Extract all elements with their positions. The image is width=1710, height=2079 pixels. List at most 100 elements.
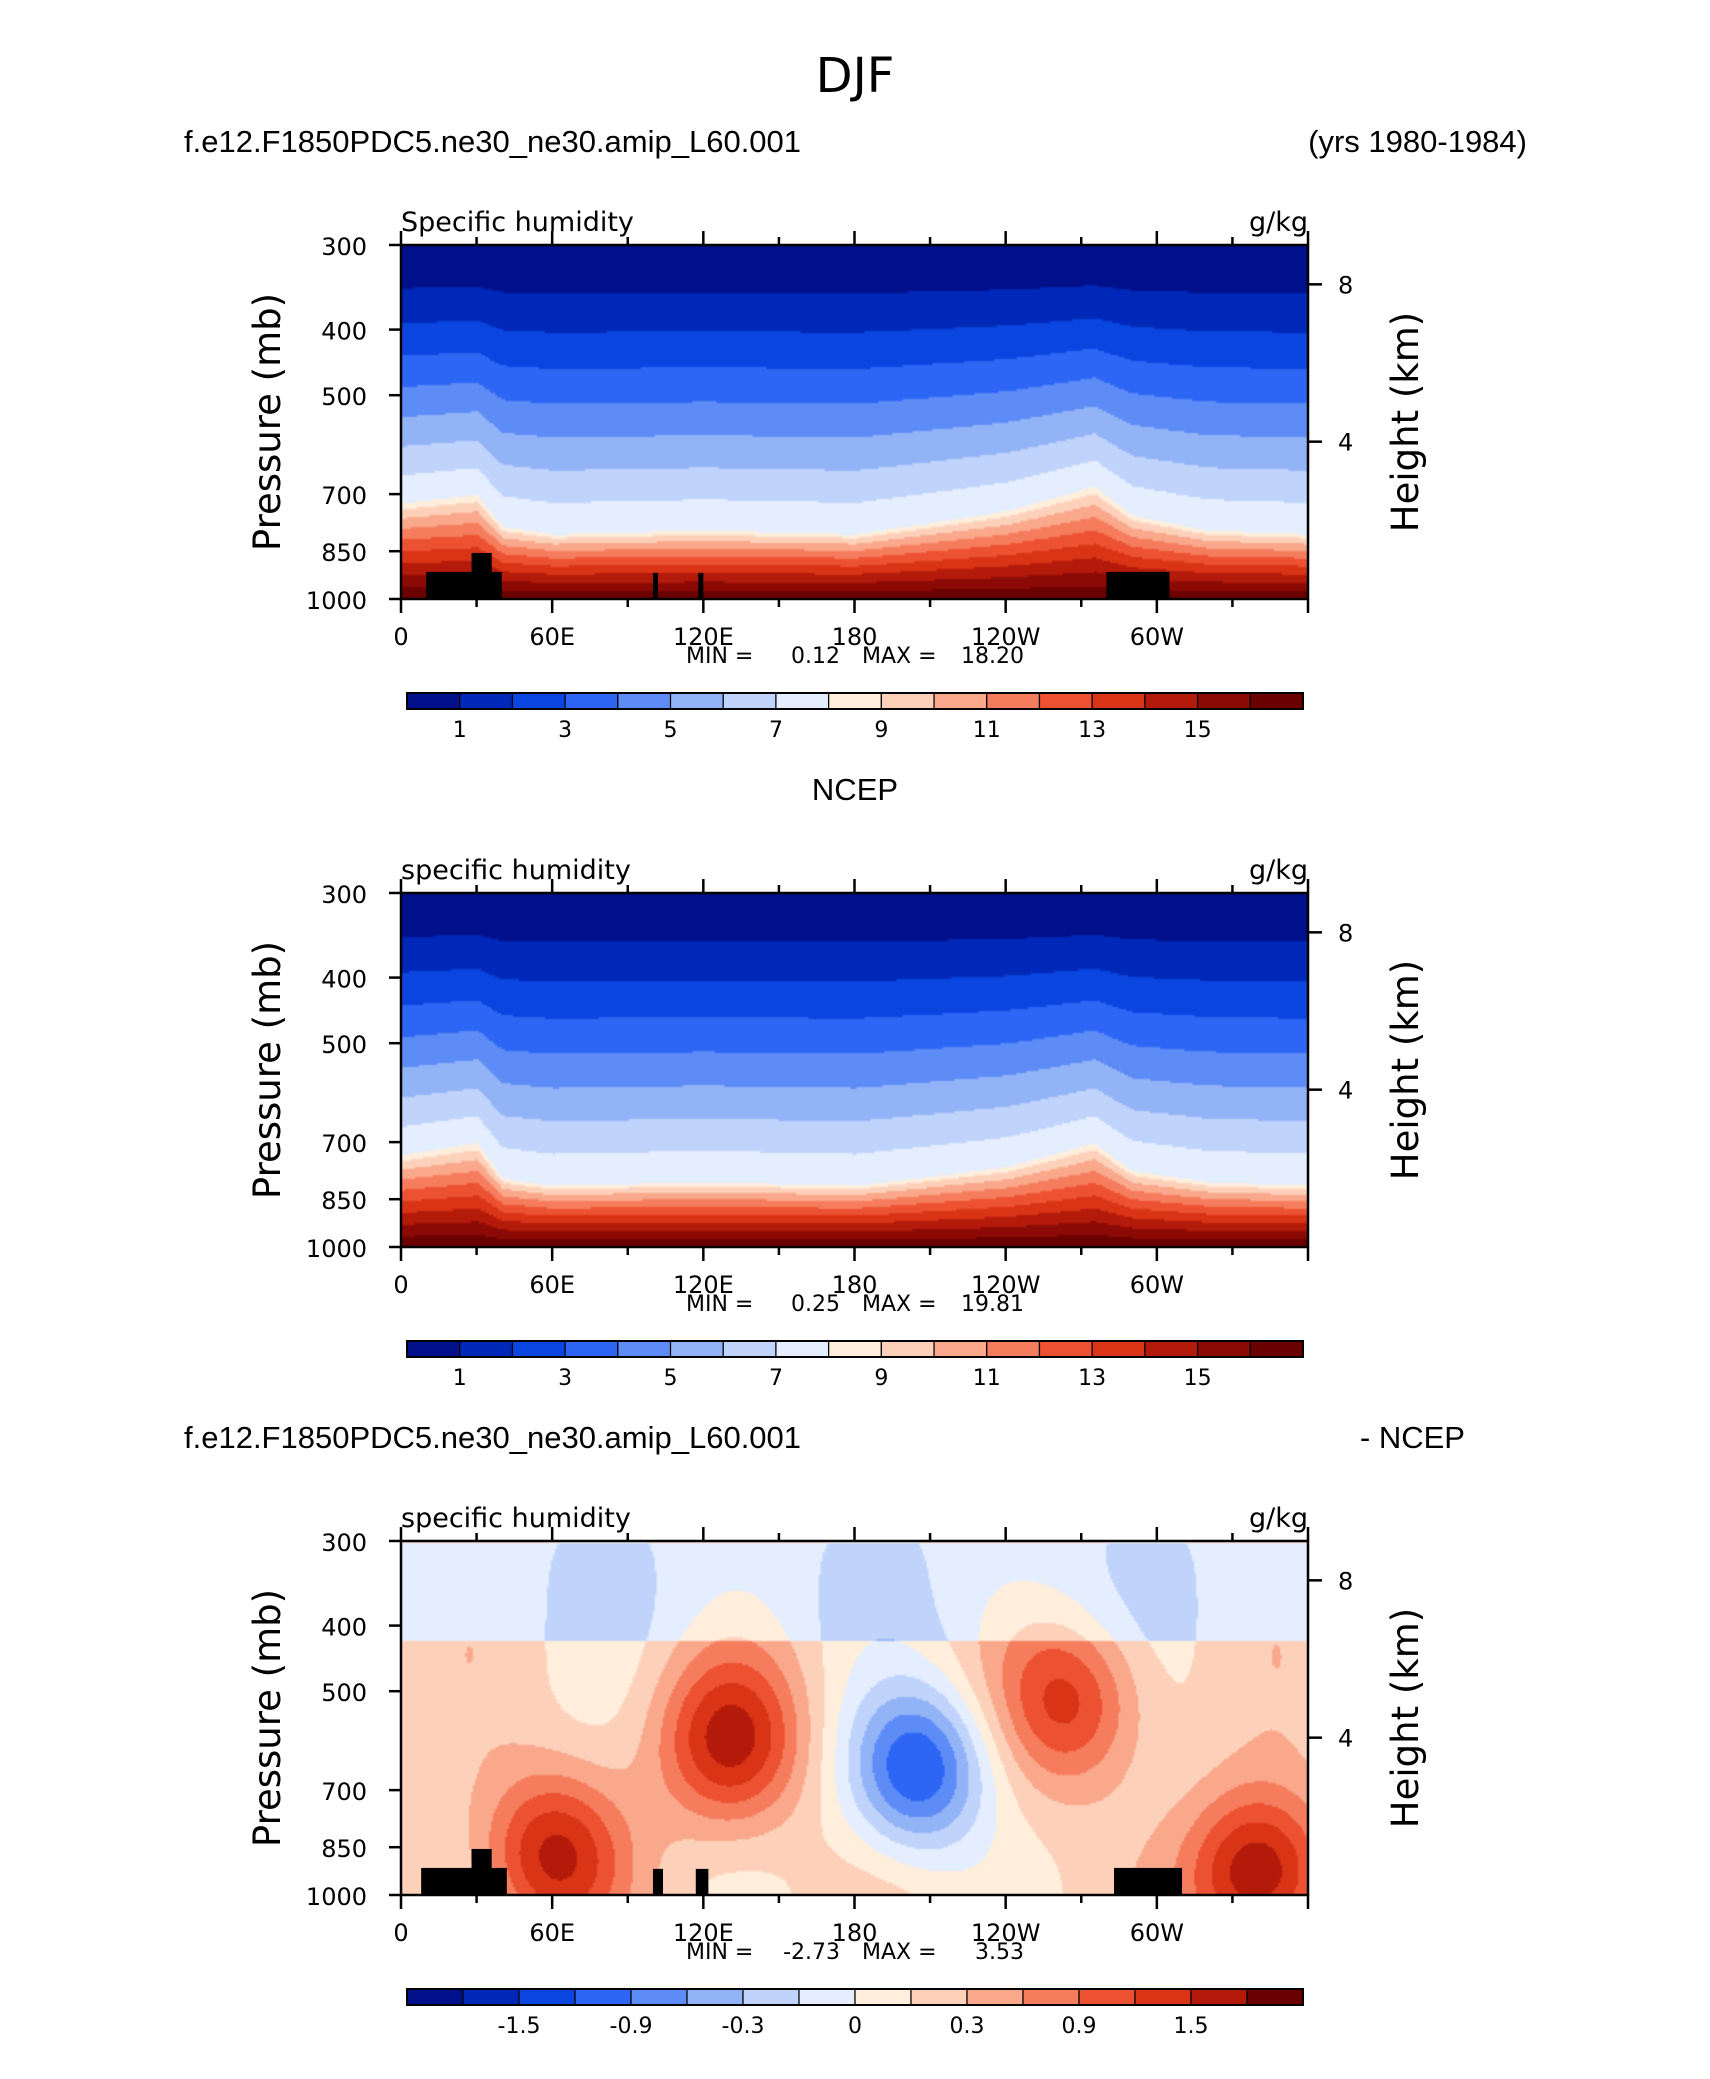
colorbar-box <box>910 1988 968 2006</box>
colorbar-box <box>1196 692 1251 710</box>
colorbar-box <box>986 692 1041 710</box>
terrain-mask <box>652 572 658 599</box>
y-tick-label: 400 <box>321 318 367 346</box>
colorbar-box <box>722 692 777 710</box>
panel-3: f.e12.F1850PDC5.ne30_ne30.amip_L60.001 - … <box>184 1420 1465 2039</box>
terrain-mask <box>652 1868 664 1895</box>
y-tick-label: 400 <box>321 966 367 994</box>
colorbar-box <box>1038 692 1093 710</box>
x-tick-label: 0 <box>393 1919 408 1947</box>
colorbar-label: 1 <box>453 718 467 743</box>
x-tick-label: 180 <box>832 1271 878 1299</box>
colorbar-box <box>511 1340 566 1358</box>
terrain-mask <box>471 1848 492 1895</box>
y-tick-label: 300 <box>321 233 367 261</box>
colorbar-frame <box>406 692 1304 710</box>
colorbar-box <box>1022 1988 1080 2006</box>
y2-axis-label: Height (km) <box>1384 960 1427 1180</box>
colorbar-box <box>986 1340 1041 1358</box>
panel-header-right: (yrs 1980-1984) <box>1308 124 1527 159</box>
colorbar-box <box>617 692 672 710</box>
min-value: 0.25 <box>791 1292 840 1317</box>
colorbar-label: 13 <box>1078 1366 1106 1391</box>
terrain-mask <box>698 572 704 599</box>
y-tick-label: 500 <box>321 383 367 411</box>
min-value: 0.12 <box>791 644 840 669</box>
y-tick-label: 1000 <box>306 1235 367 1263</box>
colorbar-label: 9 <box>874 1366 888 1391</box>
colorbar-box <box>1246 1988 1304 2006</box>
y-tick-label: 300 <box>321 881 367 909</box>
y-tick-label: 300 <box>321 1529 367 1557</box>
panel-right-string: g/kg <box>1249 207 1308 238</box>
max-value: 19.81 <box>961 1292 1024 1317</box>
max-value: 3.53 <box>975 1940 1024 1965</box>
page-title: DJF <box>816 48 895 104</box>
terrain-mask <box>695 1868 709 1895</box>
y2-tick-label: 4 <box>1338 429 1353 457</box>
y-tick-label: 850 <box>321 1835 367 1863</box>
panel-left-string: specific humidity <box>401 855 631 886</box>
colorbar-box <box>406 1988 464 2006</box>
colorbar-box <box>722 1340 777 1358</box>
colorbar-box <box>459 692 514 710</box>
terrain-mask <box>421 1867 507 1895</box>
colorbar-label: 7 <box>769 1366 783 1391</box>
y-tick-label: 700 <box>321 1130 367 1158</box>
colorbar-box <box>617 1340 672 1358</box>
x-tick-label: 180 <box>832 1919 878 1947</box>
colorbar-box <box>828 1340 882 1358</box>
y2-tick-label: 4 <box>1338 1725 1353 1753</box>
colorbar-label: 1 <box>453 1366 467 1391</box>
panel-left-string: Specific humidity <box>401 207 634 238</box>
colorbar-box <box>574 1988 632 2006</box>
max-value: 18.20 <box>961 644 1024 669</box>
colorbar-box <box>1078 1988 1136 2006</box>
y2-tick-label: 8 <box>1338 1567 1353 1595</box>
min-value: -2.73 <box>783 1940 840 1965</box>
y-tick-label: 700 <box>321 1778 367 1806</box>
x-tick-label: 0 <box>393 623 408 651</box>
colorbar-box <box>880 1340 935 1358</box>
x-tick-label: 0 <box>393 1271 408 1299</box>
colorbar-frame <box>406 1988 1304 2006</box>
colorbar-label: 5 <box>664 1366 678 1391</box>
y2-tick-label: 8 <box>1338 919 1353 947</box>
max-label: MAX = <box>862 644 937 669</box>
x-tick-label: 60W <box>1130 623 1184 651</box>
colorbar-box <box>933 692 988 710</box>
min-label: MIN = <box>686 644 753 669</box>
contour-field <box>401 1541 1308 1895</box>
colorbar-label: -0.9 <box>610 2014 653 2039</box>
colorbar-label: 11 <box>973 1366 1001 1391</box>
colorbar-label: 1.5 <box>1174 2014 1209 2039</box>
colorbar-label: 0 <box>848 2014 862 2039</box>
colorbar-box <box>742 1988 800 2006</box>
y-tick-label: 850 <box>321 1187 367 1215</box>
colorbar-label: 0.3 <box>950 2014 985 2039</box>
colorbar-label: 5 <box>664 718 678 743</box>
colorbar-label: 15 <box>1184 718 1212 743</box>
y2-tick-label: 4 <box>1338 1077 1353 1105</box>
panel-header-left: f.e12.F1850PDC5.ne30_ne30.amip_L60.001 <box>184 1420 801 1455</box>
colorbar-box <box>854 1988 912 2006</box>
colorbar-label: 15 <box>1184 1366 1212 1391</box>
colorbar-label: 7 <box>769 718 783 743</box>
x-tick-label: 60E <box>529 1271 575 1299</box>
colorbar-box <box>1091 1340 1146 1358</box>
colorbar-box <box>686 1988 744 2006</box>
max-label: MAX = <box>862 1940 937 1965</box>
contour-field <box>401 245 1308 599</box>
y-axis-label: Pressure (mb) <box>246 293 289 551</box>
y2-tick-label: 8 <box>1338 271 1353 299</box>
x-tick-label: 60E <box>529 1919 575 1947</box>
y-axis-label: Pressure (mb) <box>246 1589 289 1847</box>
colorbar-box <box>406 692 461 710</box>
y-tick-label: 1000 <box>306 1883 367 1911</box>
x-tick-label: 120E <box>673 623 734 651</box>
y-tick-label: 700 <box>321 482 367 510</box>
x-tick-label: 120W <box>971 1919 1041 1947</box>
colorbar-box <box>1249 1340 1304 1358</box>
y-tick-label: 500 <box>321 1679 367 1707</box>
